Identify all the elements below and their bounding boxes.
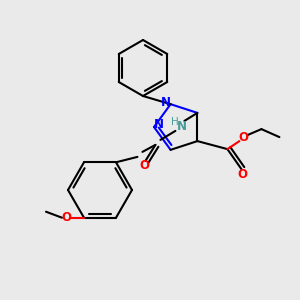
Text: N: N (160, 96, 171, 109)
Text: O: O (237, 168, 248, 181)
Text: H: H (170, 117, 178, 127)
Text: N: N (176, 120, 186, 134)
Text: O: O (61, 211, 71, 224)
Text: O: O (140, 159, 149, 172)
Text: N: N (154, 118, 164, 131)
Text: O: O (238, 130, 248, 144)
